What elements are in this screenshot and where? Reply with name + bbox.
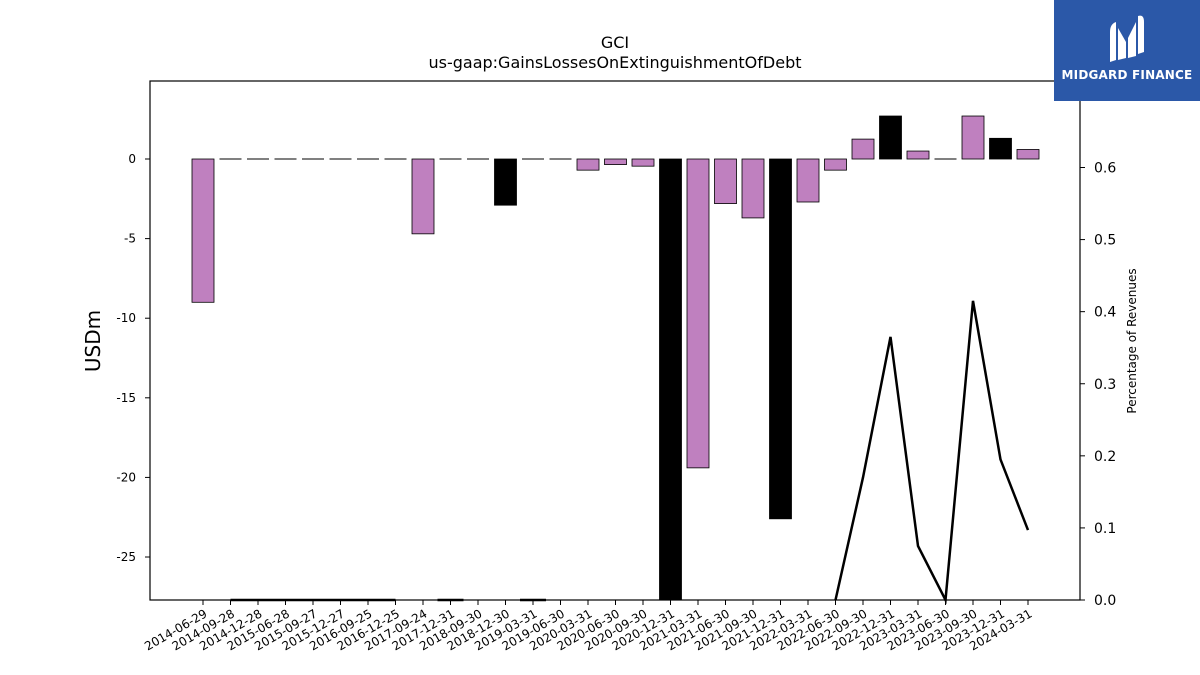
bar bbox=[659, 158, 682, 601]
bar bbox=[989, 137, 1012, 160]
bar bbox=[741, 158, 765, 219]
bar bbox=[851, 138, 875, 160]
bar bbox=[879, 115, 902, 160]
y2-tick-label: 0.4 bbox=[1094, 305, 1116, 321]
bar bbox=[769, 158, 792, 520]
y-tick-label: -10 bbox=[116, 311, 136, 325]
y2-tick-label: 0.5 bbox=[1094, 233, 1116, 249]
y2-tick-label: 0.1 bbox=[1094, 521, 1116, 537]
bar bbox=[796, 158, 820, 203]
bar bbox=[906, 150, 930, 160]
chart-title: GCI bbox=[601, 33, 629, 52]
y2-axis-label: Percentage of Revenues bbox=[1125, 268, 1139, 413]
y-tick-label: -25 bbox=[116, 550, 136, 564]
y-tick-label: -20 bbox=[116, 470, 136, 484]
bar bbox=[411, 158, 435, 235]
chart-subtitle: us-gaap:GainsLossesOnExtinguishmentOfDeb… bbox=[428, 53, 801, 72]
bar bbox=[686, 158, 710, 469]
bar bbox=[576, 158, 600, 171]
y2-tick-label: 0.3 bbox=[1094, 377, 1116, 393]
y-tick-label: -5 bbox=[124, 232, 136, 246]
y-tick-label: 0 bbox=[128, 152, 136, 166]
bar bbox=[191, 158, 215, 303]
bar bbox=[714, 158, 737, 204]
logo-text: MIDGARD FINANCE bbox=[1061, 68, 1193, 82]
bar bbox=[494, 158, 517, 206]
bar bbox=[824, 158, 847, 171]
bar bbox=[961, 115, 985, 160]
y2-tick-label: 0.2 bbox=[1094, 449, 1116, 465]
revenue-percentage-line bbox=[834, 300, 1030, 605]
midgard-logo-icon bbox=[1110, 15, 1144, 62]
bar bbox=[1016, 149, 1040, 160]
y2-tick-label: 0.6 bbox=[1094, 161, 1116, 177]
midgard-finance-logo: MIDGARD FINANCE bbox=[1054, 0, 1200, 101]
bar bbox=[631, 158, 655, 167]
bar bbox=[604, 158, 627, 165]
y2-tick-label: 0.0 bbox=[1094, 593, 1116, 609]
y-axis-label: USDm bbox=[81, 310, 105, 372]
y-tick-label: -15 bbox=[116, 391, 136, 405]
